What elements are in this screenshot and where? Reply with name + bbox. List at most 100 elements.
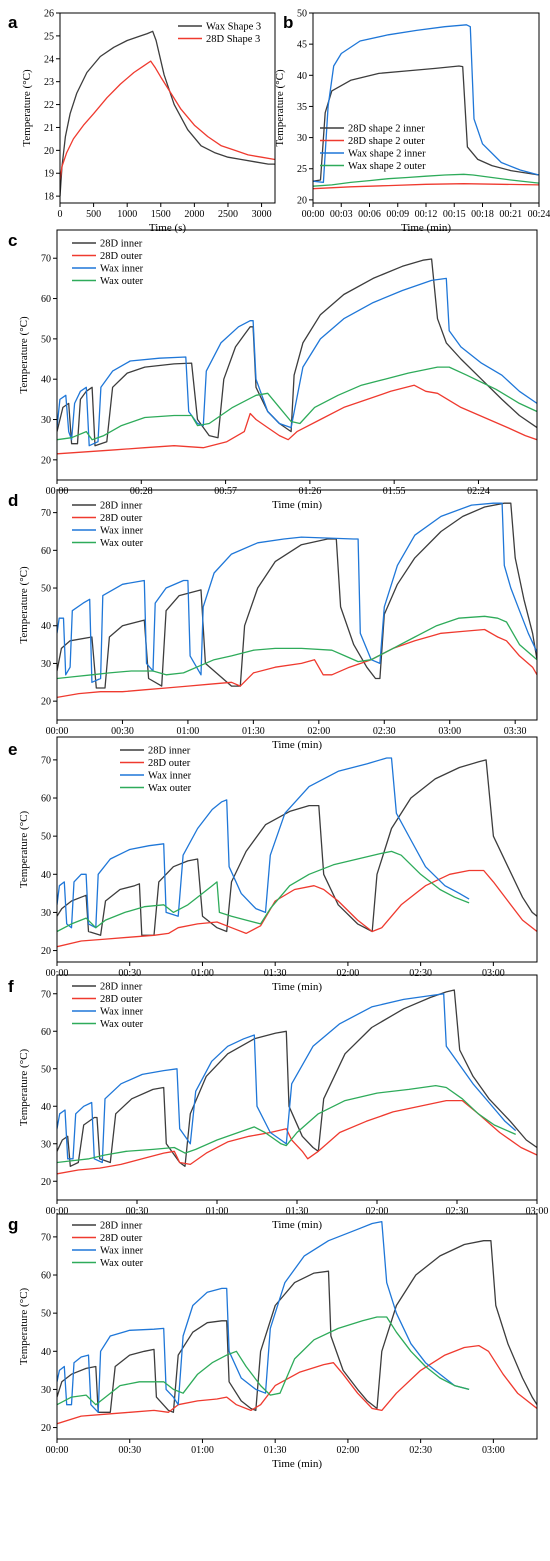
legend-label: 28D outer	[148, 758, 191, 769]
series-line-blue	[313, 24, 539, 184]
panel-letter: c	[8, 231, 17, 250]
y-tick-label: 60	[41, 1271, 51, 1282]
series-line-red	[60, 60, 275, 181]
y-tick-label: 70	[41, 508, 51, 519]
x-tick-label: 00:30	[118, 1445, 141, 1456]
legend-label: Wax outer	[100, 276, 144, 287]
legend-label: Wax outer	[148, 783, 192, 794]
plot-frame	[312, 12, 540, 204]
series-line-dark	[57, 502, 537, 689]
x-tick-label: 02:00	[366, 1206, 389, 1217]
x-tick-label: 01:30	[264, 1445, 287, 1456]
series-line-green	[57, 615, 537, 680]
x-tick-label: 0	[58, 209, 63, 220]
y-tick-label: 20	[41, 455, 51, 466]
panel-d: d 00:00 00:30 01:00 01:30 02:00 02:30 03:00 03:3…	[8, 489, 538, 751]
plot-frame	[56, 1213, 538, 1440]
x-tick-label: 00:30	[118, 968, 141, 979]
y-tick-label: 45	[297, 40, 307, 51]
legend-label: Wax outer	[100, 1258, 144, 1269]
y-tick-label: 20	[44, 146, 54, 157]
y-tick-label: 60	[41, 546, 51, 557]
legend-label: Wax outer	[100, 538, 144, 549]
x-tick-label: 2500	[218, 209, 238, 220]
legend-label: Wax inner	[100, 1246, 144, 1257]
y-tick-label: 70	[41, 254, 51, 265]
x-tick-label: 00:09	[386, 209, 409, 220]
y-tick-label: 60	[41, 1027, 51, 1038]
x-tick-label: 02:30	[446, 1206, 469, 1217]
y-tick-label: 40	[41, 621, 51, 632]
y-tick-label: 30	[41, 659, 51, 670]
x-tick-label: 01:30	[242, 726, 265, 737]
series-line-dark	[57, 1240, 537, 1413]
x-tick-label: 02:30	[409, 968, 432, 979]
y-tick-label: 40	[41, 1347, 51, 1358]
y-tick-label: 20	[41, 1177, 51, 1188]
legend-label: 28D outer	[100, 251, 143, 262]
x-axis-label: Time (min)	[272, 1219, 322, 1231]
y-tick-label: 50	[297, 9, 307, 20]
y-tick-label: 40	[41, 1102, 51, 1113]
y-tick-label: 70	[41, 989, 51, 1000]
x-tick-label: 01:55	[383, 486, 406, 497]
legend-label: 28D outer	[100, 513, 143, 524]
legend-label: Wax Shape 3	[206, 22, 261, 33]
y-tick-label: 30	[297, 133, 307, 144]
plot-frame	[56, 736, 538, 963]
x-tick-label: 00:00	[46, 726, 69, 737]
y-tick-label: 20	[297, 195, 307, 206]
series-line-red	[57, 869, 537, 948]
y-tick-label: 50	[41, 1064, 51, 1075]
x-tick-label: 00:00	[46, 1445, 69, 1456]
y-tick-label: 30	[41, 908, 51, 919]
legend-label: 28D shape 2 outer	[348, 136, 425, 147]
y-tick-label: 40	[297, 71, 307, 82]
legend-label: Wax inner	[100, 1007, 144, 1018]
x-tick-label: 01:30	[286, 1206, 309, 1217]
y-tick-label: 23	[44, 77, 54, 88]
legend-label: 28D Shape 3	[206, 34, 260, 45]
y-tick-label: 70	[41, 1232, 51, 1243]
series-line-blue	[57, 502, 537, 683]
series-line-blue	[57, 277, 537, 447]
y-tick-label: 18	[44, 192, 54, 203]
panel-letter: f	[8, 977, 14, 996]
y-tick-label: 40	[41, 375, 51, 386]
x-tick-label: 2000	[184, 209, 204, 220]
x-tick-label: 01:30	[264, 968, 287, 979]
legend-label: 28D inner	[100, 1221, 143, 1232]
legend-label: Wax shape 2 outer	[348, 161, 426, 172]
x-tick-label: 02:24	[467, 486, 490, 497]
x-tick-label: 00:15	[443, 209, 466, 220]
x-tick-label: 00:30	[111, 726, 134, 737]
panel-a: a 0 500 1000 1500 2000 2500 3000 18 19 20 21 22 23 24 2…	[8, 9, 276, 234]
y-tick-label: 30	[41, 1385, 51, 1396]
series-line-dark	[313, 65, 539, 182]
y-tick-label: 19	[44, 169, 54, 180]
x-tick-label: 01:00	[206, 1206, 229, 1217]
series-line-green	[57, 1316, 470, 1406]
y-tick-label: 25	[297, 164, 307, 175]
legend-label: Wax outer	[100, 1019, 144, 1030]
series-line-green	[57, 366, 537, 441]
x-tick-label: 500	[86, 209, 101, 220]
x-tick-label: 01:26	[298, 486, 321, 497]
y-tick-label: 24	[44, 54, 54, 65]
plot-frame	[56, 489, 538, 721]
x-tick-label: 00:00	[46, 968, 69, 979]
x-axis-label: Time (s)	[149, 222, 187, 234]
x-tick-label: 00:28	[130, 486, 153, 497]
series-line-red	[313, 183, 539, 190]
y-tick-label: 40	[41, 870, 51, 881]
y-tick-label: 20	[41, 1423, 51, 1434]
x-tick-label: 03:30	[504, 726, 527, 737]
x-tick-label: 03:00	[482, 1445, 505, 1456]
y-tick-label: 50	[41, 832, 51, 843]
y-axis-label: Temperature (°C)	[21, 69, 33, 147]
series-line-blue	[57, 1220, 470, 1413]
x-axis-label: Time (min)	[272, 1458, 322, 1470]
y-axis-label: Temperature (°C)	[274, 69, 286, 147]
